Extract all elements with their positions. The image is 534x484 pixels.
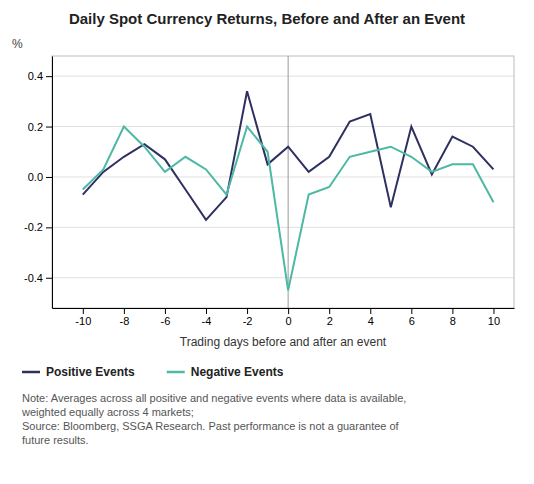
title: Daily Spot Currency Returns, Before and … <box>69 10 465 27</box>
x-tick-label: 2 <box>327 315 333 327</box>
x-tick: -6 <box>161 308 171 327</box>
x-tick-mark <box>247 308 248 314</box>
series-line <box>83 91 494 220</box>
x-tick-label: -2 <box>243 315 253 327</box>
x-tick: -2 <box>243 308 253 327</box>
x-tick: 2 <box>327 308 333 327</box>
y-axis: -0.4 -0.2 0.0 0.2 0.4 <box>24 57 52 309</box>
y-tick: -0.2 <box>24 221 52 233</box>
plot: % -10 -8 -6 -4 -2 0 2 4 6 8 10 -0.4 -0.2 0.0 0.2 0.4 Trad… <box>12 37 515 349</box>
note-line: future results. <box>22 434 89 446</box>
x-tick-mark <box>124 308 125 314</box>
grid-line <box>52 126 514 127</box>
legend: Positive Events Negative Events <box>22 365 284 379</box>
grid <box>52 76 514 278</box>
grid-line <box>52 176 514 177</box>
x-tick-label: 0 <box>286 315 292 327</box>
x-tick: 4 <box>368 308 374 327</box>
legend-label: Negative Events <box>191 365 284 379</box>
x-tick-mark <box>165 308 166 314</box>
x-tick: -8 <box>119 308 129 327</box>
reference-line <box>288 56 289 308</box>
grid-line <box>52 227 514 228</box>
x-tick-mark <box>370 308 371 314</box>
y-tick-mark <box>46 127 52 128</box>
x-axis-line <box>53 308 515 309</box>
grid-line <box>52 76 514 77</box>
y-tick-label: 0.2 <box>28 121 43 133</box>
x-axis-title: Trading days before and after an event <box>180 335 387 349</box>
plot-frame <box>52 56 514 308</box>
y-tick-label: 0.0 <box>28 171 43 183</box>
y-tick-mark <box>46 227 52 228</box>
x-tick-mark <box>83 308 84 314</box>
y-axis-line <box>52 57 53 309</box>
y-tick: 0.4 <box>28 70 52 82</box>
legend-item: Negative Events <box>167 365 284 379</box>
x-tick-label: -8 <box>119 315 129 327</box>
legend-swatch <box>167 371 185 374</box>
x-tick-mark <box>452 308 453 314</box>
x-tick: 8 <box>450 308 456 327</box>
series-line <box>83 127 494 291</box>
x-tick-mark <box>493 308 494 314</box>
y-tick-mark <box>46 76 52 77</box>
y-tick-mark <box>46 177 52 178</box>
y-tick: 0.0 <box>28 171 52 183</box>
x-tick: -10 <box>75 308 91 327</box>
x-tick-label: 8 <box>450 315 456 327</box>
legend-item: Positive Events <box>22 365 135 379</box>
chart: Daily Spot Currency Returns, Before and … <box>0 0 534 484</box>
x-tick: -4 <box>202 308 212 327</box>
y-tick-label: -0.2 <box>24 221 43 233</box>
note-line: Note: Averages across all positive and n… <box>22 392 406 404</box>
x-tick-mark <box>411 308 412 314</box>
note-line: Source: Bloomberg, SSGA Research. Past p… <box>22 420 400 432</box>
legend-swatch <box>22 371 40 374</box>
marks <box>83 56 494 308</box>
x-tick: 10 <box>488 308 500 327</box>
legend-label: Positive Events <box>46 365 135 379</box>
x-axis: -10 -8 -6 -4 -2 0 2 4 6 8 10 <box>53 308 515 327</box>
x-tick: 6 <box>409 308 415 327</box>
x-tick-label: 6 <box>409 315 415 327</box>
x-tick-label: -10 <box>75 315 91 327</box>
x-tick-label: -4 <box>202 315 212 327</box>
y-tick: -0.4 <box>24 272 52 284</box>
note-line: weighted equally across 4 markets; <box>21 406 194 418</box>
y-axis-title: % <box>12 37 23 51</box>
x-tick: 0 <box>286 308 292 327</box>
y-tick-label: 0.4 <box>28 70 43 82</box>
note: Note: Averages across all positive and n… <box>21 392 406 446</box>
x-tick-label: 4 <box>368 315 374 327</box>
x-tick-mark <box>206 308 207 314</box>
y-tick-label: -0.4 <box>24 272 43 284</box>
x-tick-mark <box>329 308 330 314</box>
x-tick-mark <box>288 308 289 314</box>
grid-line <box>52 277 514 278</box>
x-tick-label: -6 <box>161 315 171 327</box>
y-tick: 0.2 <box>28 121 52 133</box>
y-tick-mark <box>46 278 52 279</box>
x-tick-label: 10 <box>488 315 500 327</box>
